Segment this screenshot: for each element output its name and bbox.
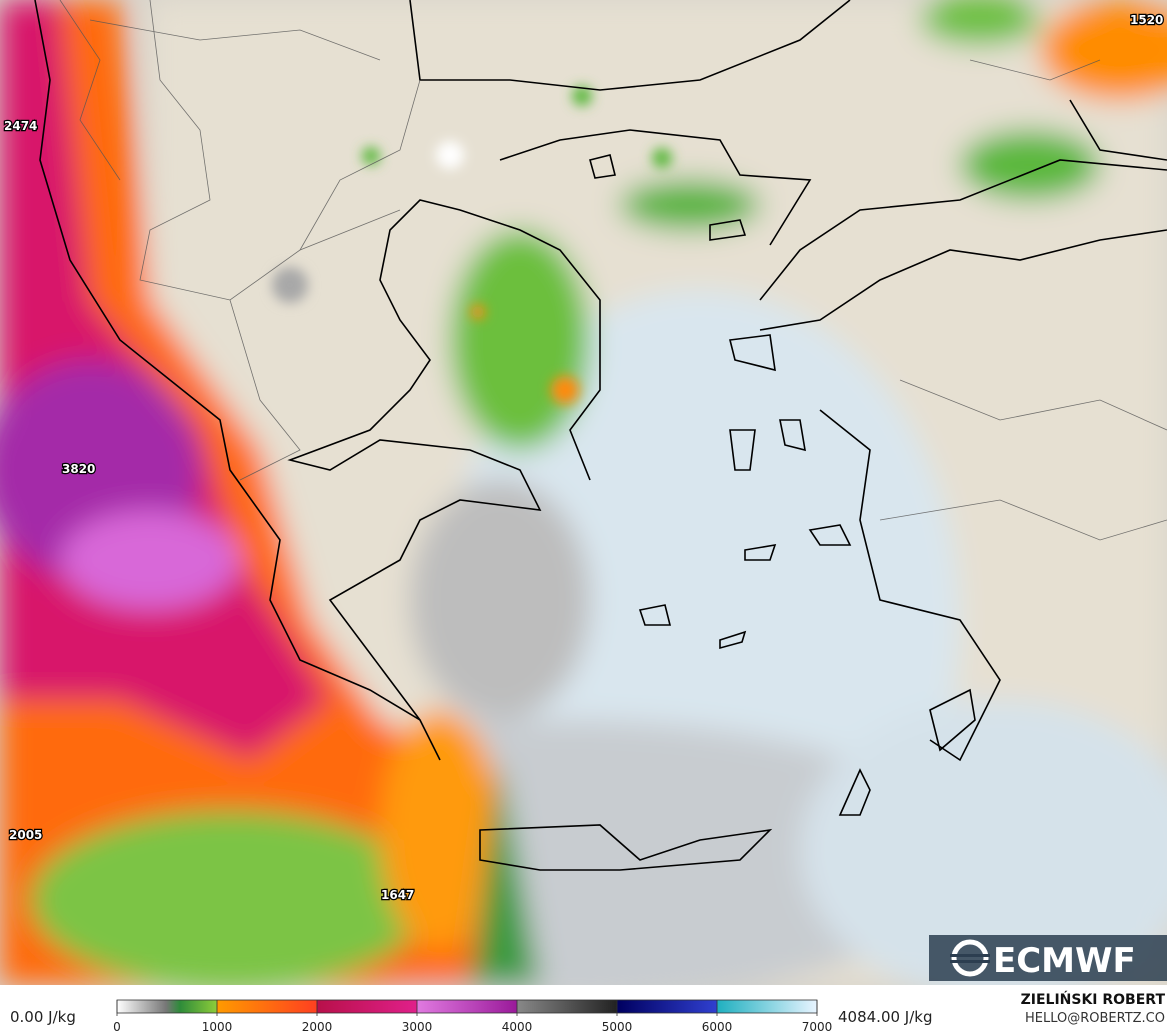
colorbar: [116, 999, 818, 1014]
logo: ECMWF: [929, 935, 1167, 981]
colorbar-tick-label: 6000: [702, 1020, 733, 1034]
logo-text: ECMWF: [993, 941, 1136, 981]
map: 1520 2474 3820 2005 1647 ECMWF: [0, 0, 1167, 985]
field: [0, 0, 1167, 985]
colorbar-tick-label: 7000: [802, 1020, 833, 1034]
field-detail: [272, 86, 672, 404]
colorbar-tick-label: 3000: [402, 1020, 433, 1034]
map-value-label: 2005: [9, 828, 42, 842]
map-value-label: 1520: [1130, 13, 1163, 27]
coastlines: [34, 0, 1167, 871]
map-value-label: 2474: [4, 119, 37, 133]
colorbar-min-label: 0.00 J/kg: [10, 1008, 76, 1026]
map-value-label: 3820: [62, 462, 95, 476]
map-value-label: 1647: [381, 888, 414, 902]
colorbar-tick-label: 1000: [202, 1020, 233, 1034]
colorbar-ticks: 0 1000 2000 3000 4000 5000 6000 7000: [113, 1000, 832, 1034]
colorbar-tick-label: 0: [113, 1020, 121, 1034]
colorbar-max-label: 4084.00 J/kg: [838, 1008, 932, 1026]
credit-name: ZIELIŃSKI ROBERT: [1021, 990, 1166, 1008]
credit-contact: HELLO@ROBERTZ.CO: [1025, 1011, 1165, 1026]
legend: 0.00 J/kg 0 1000 2000 3000 4000 5000 6000 7000 …: [10, 990, 1165, 1034]
colorbar-tick-label: 5000: [602, 1020, 633, 1034]
colorbar-tick-label: 2000: [302, 1020, 333, 1034]
borders: [59, 0, 1167, 541]
colorbar-tick-label: 4000: [502, 1020, 533, 1034]
